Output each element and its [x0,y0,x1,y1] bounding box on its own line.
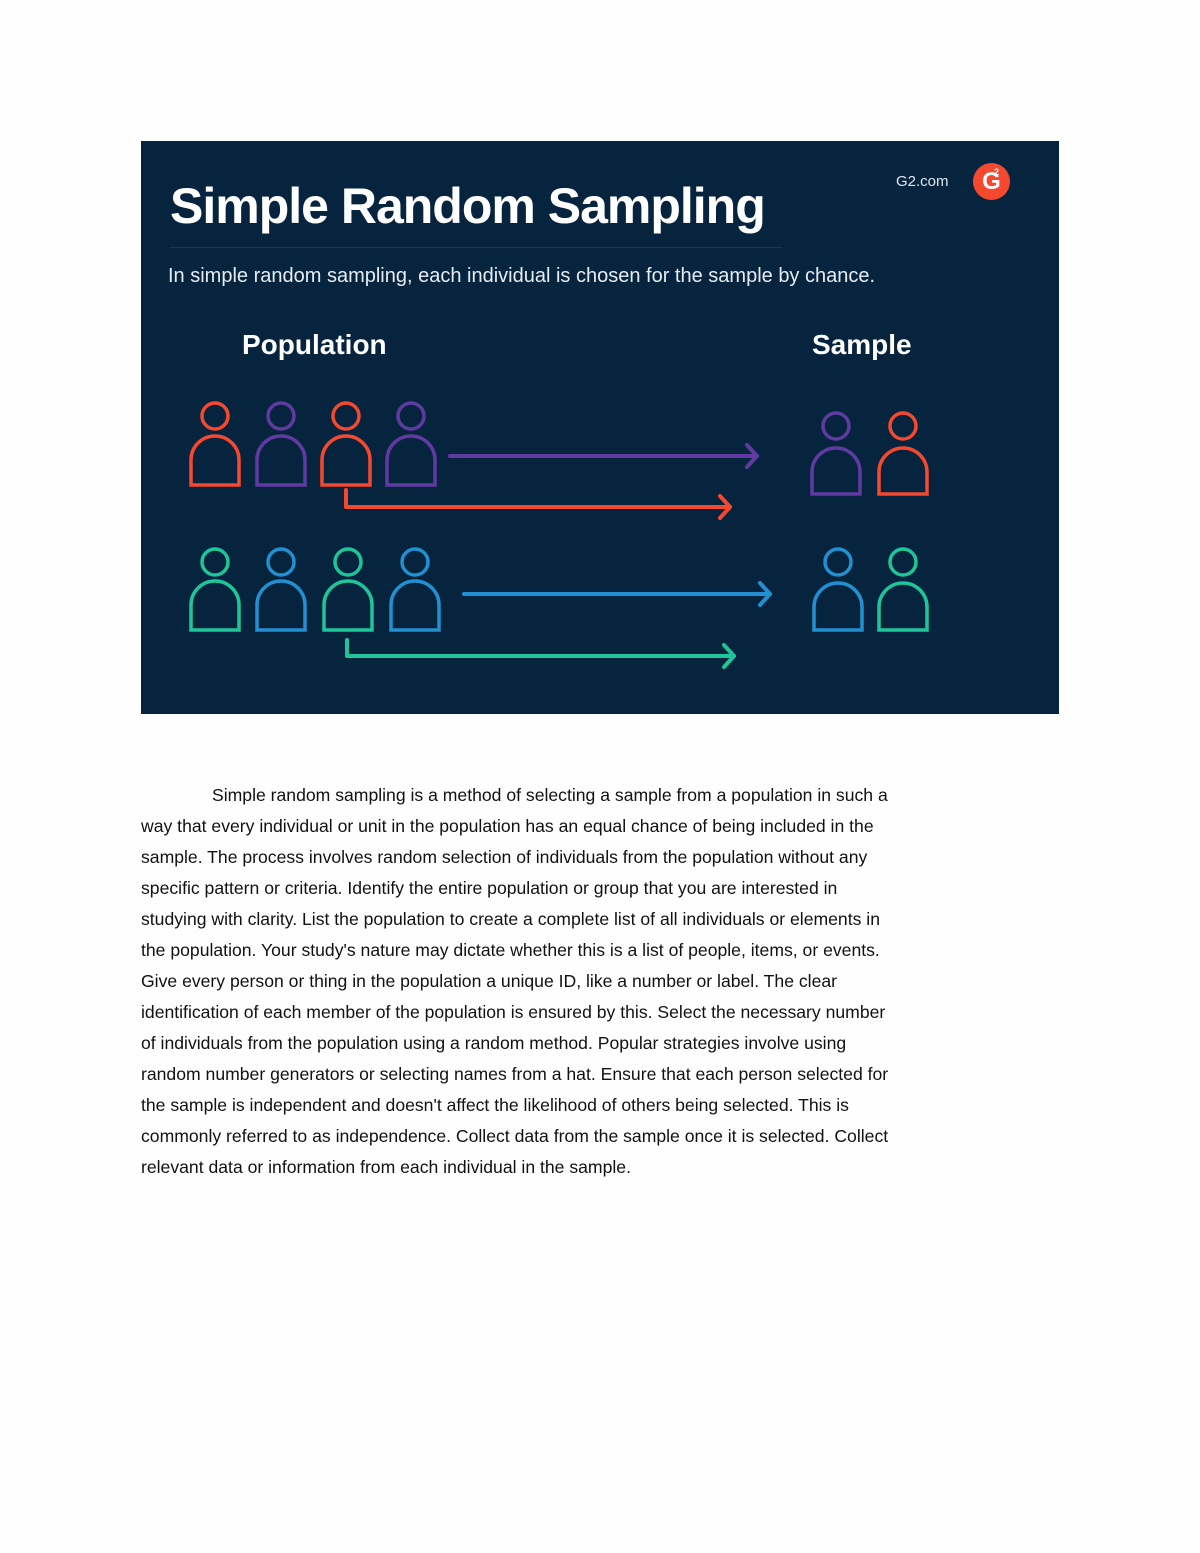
population-person-icon [322,547,374,632]
selection-arrow-icon [345,638,736,669]
sample-person-icon [810,411,862,496]
paragraph-line: studying with clarity. List the populati… [141,909,880,929]
paragraph-line: identification of each member of the pop… [141,1002,886,1022]
infographic-title: Simple Random Sampling [170,178,766,234]
population-person-icon [389,547,441,632]
paragraph-line: way that every individual or unit in the… [141,816,874,836]
population-person-icon [385,401,437,487]
population-person-icon [255,401,307,487]
paragraph-line: sample. The process involves random sele… [141,847,868,867]
title-divider [170,247,782,248]
paragraph-line: commonly referred to as independence. Co… [141,1126,889,1146]
sampling-diagram [189,401,929,669]
paragraph-line: relevant data or information from each i… [141,1157,631,1177]
population-heading: Population [242,329,387,360]
brand-text: G2.com [896,173,949,190]
sample-person-icon [877,547,929,632]
selection-arrow-icon [448,443,759,469]
sample-person-icon [877,411,929,496]
paragraph-line: Give every person or thing in the popula… [141,971,838,991]
population-person-icon [189,401,241,487]
selection-arrow-icon [462,581,772,607]
paragraph-line: Simple random sampling is a method of se… [212,785,888,805]
paragraph-line: the population. Your study's nature may … [141,940,880,960]
sample-heading: Sample [812,329,912,360]
paragraph-line: specific pattern or criteria. Identify t… [141,878,838,898]
simple-random-sampling-infographic: Simple Random Sampling In simple random … [141,141,1059,714]
selection-arrow-icon [344,488,732,520]
population-person-icon [255,547,307,632]
paragraph-line: of individuals from the population using… [141,1033,847,1053]
body-paragraph: Simple random sampling is a method of se… [141,780,1071,1183]
sample-person-icon [812,547,864,632]
population-person-icon [320,401,372,487]
infographic-subtitle: In simple random sampling, each individu… [168,265,876,287]
paragraph-line: the sample is independent and doesn't af… [141,1095,849,1115]
paragraph-line: random number generators or selecting na… [141,1064,889,1084]
population-person-icon [189,547,241,632]
